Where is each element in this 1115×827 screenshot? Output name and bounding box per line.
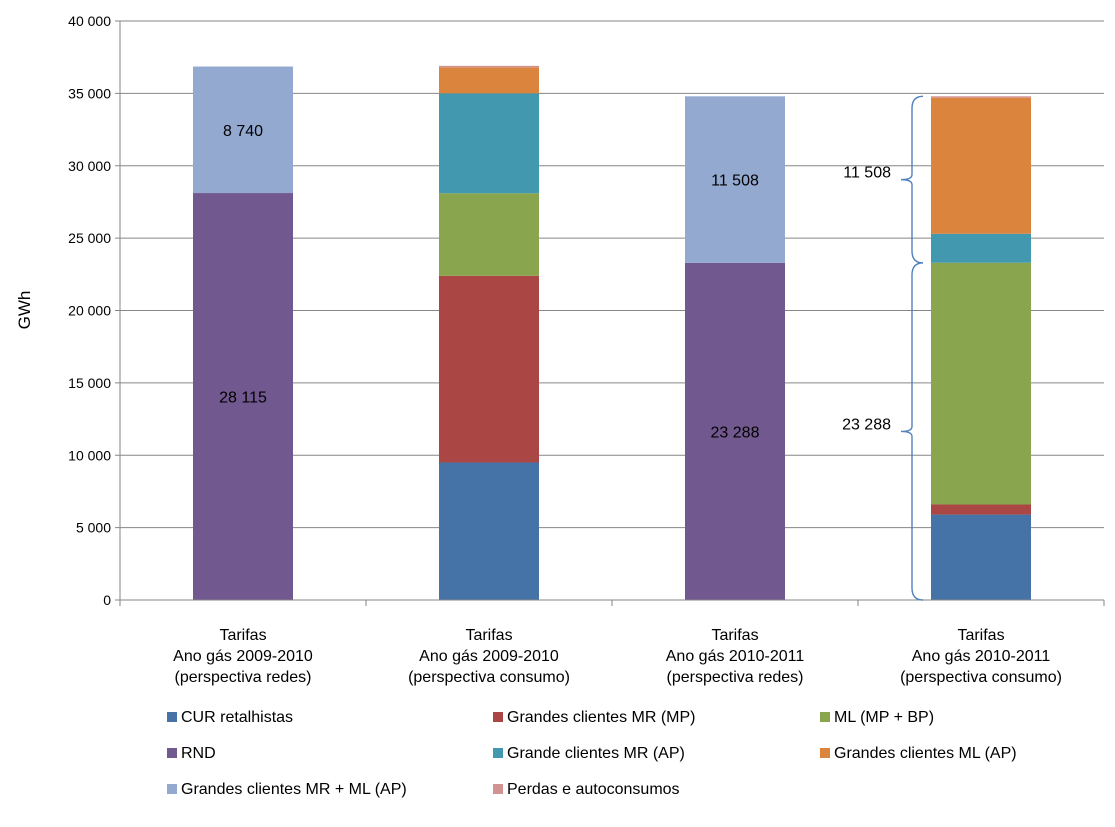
legend-swatch — [167, 712, 177, 722]
legend-swatch — [167, 784, 177, 794]
x-category-label: Ano gás 2009-2010 — [173, 648, 313, 665]
brace — [900, 262, 924, 601]
y-tick-label: 15 000 — [68, 375, 111, 391]
bar-segment — [685, 96, 785, 263]
bar-segment — [931, 262, 1031, 505]
bar-segment — [931, 96, 1031, 98]
brace-label: 11 508 — [843, 165, 891, 182]
y-axis-title: GWh — [15, 291, 34, 330]
legend-label: CUR retalhistas — [181, 709, 293, 726]
legend-label: RND — [181, 745, 216, 762]
bar-segment — [931, 233, 1031, 263]
data-label: 8 740 — [223, 123, 263, 140]
x-category-label: (perspectiva redes) — [667, 669, 804, 686]
bar-segment — [685, 262, 785, 600]
bars — [193, 65, 1031, 600]
bar-segment — [931, 97, 1031, 234]
data-label: 28 115 — [219, 390, 267, 407]
brace — [900, 95, 924, 264]
legend-label: Grandes clientes MR (MP) — [507, 709, 696, 726]
x-category-label: (perspectiva redes) — [175, 669, 312, 686]
bar-segment — [439, 193, 539, 276]
y-tick-label: 5 000 — [76, 520, 111, 536]
x-category-label: Ano gás 2010-2011 — [912, 648, 1051, 665]
bar-segment — [931, 504, 1031, 515]
legend-swatch — [167, 748, 177, 758]
x-category-label: (perspectiva consumo) — [900, 669, 1062, 686]
annotations: 11 508 23 288 — [842, 95, 924, 601]
x-category-label: Tarifas — [957, 627, 1004, 644]
y-tick-label: 30 000 — [68, 158, 111, 174]
legend-swatch — [820, 712, 830, 722]
y-tick-label: 25 000 — [68, 230, 111, 246]
bar-segment — [193, 66, 293, 194]
x-category-label: Ano gás 2009-2010 — [419, 648, 559, 665]
x-category-label: Tarifas — [711, 627, 758, 644]
y-tick-label: 20 000 — [68, 303, 111, 319]
x-category-label: Tarifas — [465, 627, 512, 644]
bar-segment — [193, 193, 293, 600]
legend-label: ML (MP + BP) — [834, 709, 934, 726]
y-tick-label: 40 000 — [68, 13, 111, 29]
legend-swatch — [493, 712, 503, 722]
y-tick-label: 35 000 — [68, 85, 111, 101]
bar-segment — [439, 93, 539, 194]
y-tick-label: 10 000 — [68, 447, 111, 463]
legend-swatch — [820, 748, 830, 758]
brace-label: 23 288 — [842, 416, 891, 433]
bar-segment — [931, 514, 1031, 600]
axes: 0 5 000 10 000 15 000 20 000 25 000 30 000 35 0… — [68, 13, 1105, 686]
legend-swatch — [493, 784, 503, 794]
data-label: 11 508 — [711, 173, 759, 190]
legend-label: Grandes clientes MR + ML (AP) — [181, 781, 407, 798]
bar-segment — [439, 462, 539, 600]
legend: CUR retalhistas Grandes clientes MR (MP) M… — [167, 709, 1017, 798]
x-category-label: Tarifas — [219, 627, 266, 644]
legend-label: Perdas e autoconsumos — [507, 781, 680, 798]
bar-segment — [439, 275, 539, 463]
data-labels: 28 115 8 740 23 288 11 508 — [219, 123, 759, 442]
legend-label: Grande clientes MR (AP) — [507, 745, 685, 762]
y-tick-label: 0 — [103, 592, 111, 608]
data-label: 23 288 — [711, 424, 760, 441]
legend-swatch — [493, 748, 503, 758]
bar-segment — [439, 67, 539, 94]
legend-label: Grandes clientes ML (AP) — [834, 745, 1017, 762]
x-category-label: (perspectiva consumo) — [408, 669, 570, 686]
x-category-label: Ano gás 2010-2011 — [666, 648, 805, 665]
bar-segment — [439, 65, 539, 68]
